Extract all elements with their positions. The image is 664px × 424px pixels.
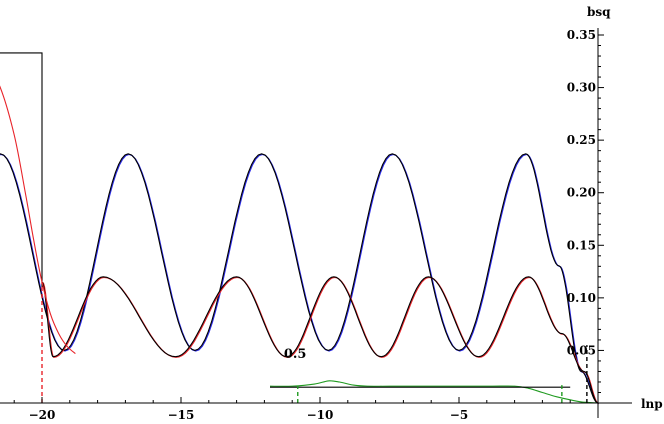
x-tick-label: −5 xyxy=(450,408,468,422)
axes xyxy=(0,28,632,418)
y-tick-label: 0.20 xyxy=(567,186,596,200)
large-oscillation-colored xyxy=(0,153,599,405)
x-ticks: −25−20−15−10−5 xyxy=(13,397,599,422)
x-tick-label: −10 xyxy=(307,408,334,422)
x-axis-label: lnp xyxy=(641,397,663,411)
step-1-curve xyxy=(0,52,43,288)
green-0.5-curve xyxy=(269,380,599,404)
red-drop-curve xyxy=(0,85,76,355)
annotations: 1.210.5 xyxy=(284,347,307,362)
y-ticks: 0.05 0.10 0.15 0.20 0.25 0.30 0.35 xyxy=(567,28,604,393)
y-tick-label: 0.10 xyxy=(567,291,596,305)
y-axis-label: bsq xyxy=(587,5,611,19)
x-tick-label: −15 xyxy=(168,408,195,422)
annotation-label: 0.5 xyxy=(284,347,307,362)
small-oscillation xyxy=(41,276,599,404)
y-tick-label: 0.05 xyxy=(567,343,596,357)
y-tick-label: 0.35 xyxy=(567,28,596,42)
large-oscillation xyxy=(0,153,599,404)
small-oscillation-colored xyxy=(42,276,599,405)
y-tick-label: 0.30 xyxy=(567,81,596,95)
y-tick-label: 0.25 xyxy=(567,133,596,147)
y-tick-label: 0.15 xyxy=(567,238,596,252)
plot-curves xyxy=(0,52,599,405)
dashed-markers xyxy=(41,282,588,403)
x-tick-label: −20 xyxy=(29,408,56,422)
